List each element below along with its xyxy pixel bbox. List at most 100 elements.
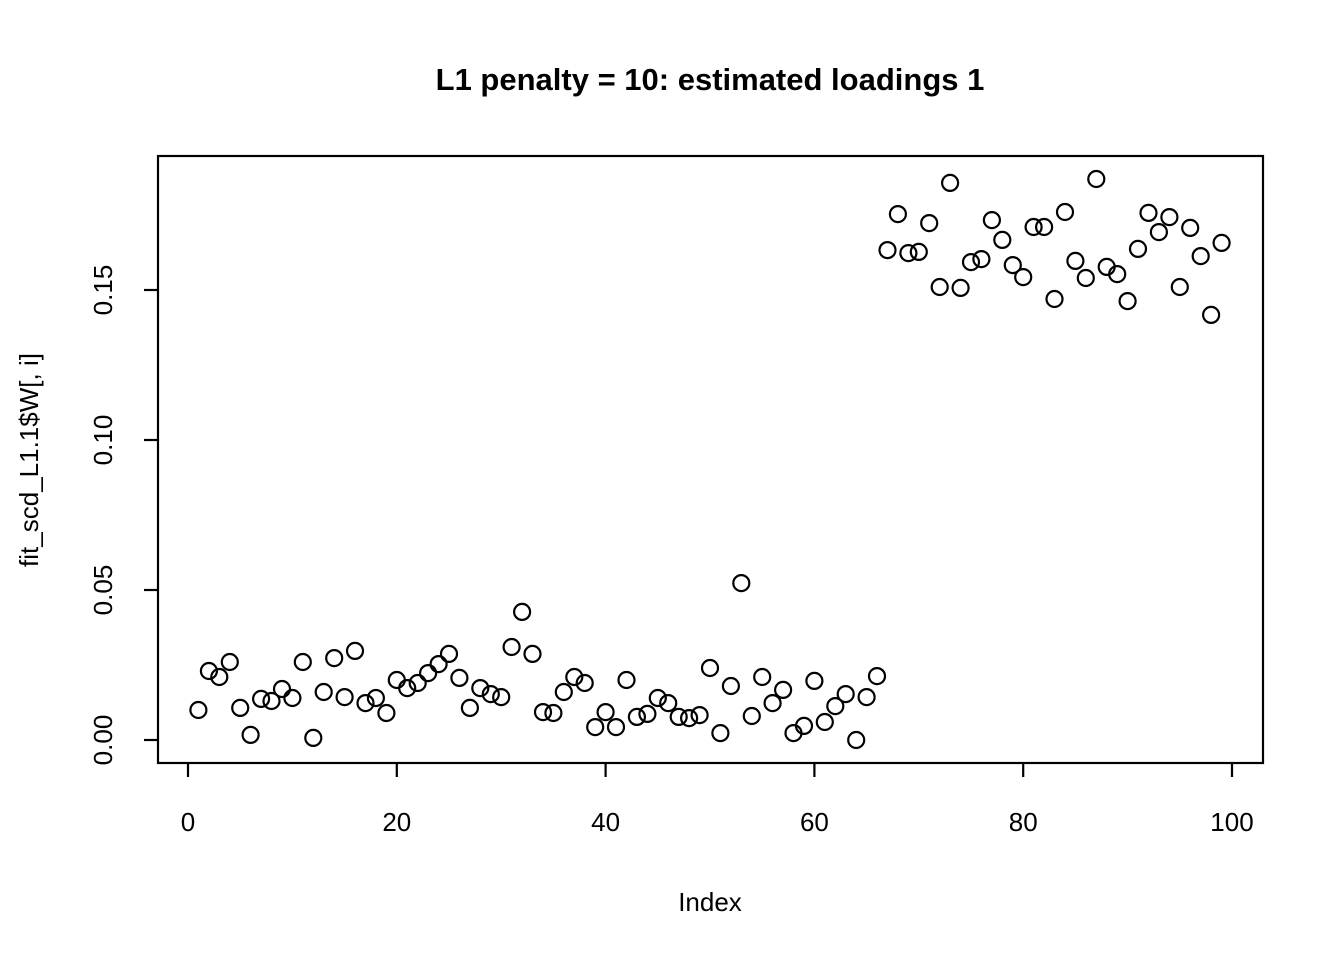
data-point (377, 703, 396, 723)
data-point (314, 682, 333, 702)
x-tick-label: 60 (800, 807, 829, 837)
x-tick-label: 80 (1009, 807, 1038, 837)
data-point (387, 670, 406, 690)
x-axis-label: Index (678, 887, 742, 917)
data-point (773, 680, 793, 700)
data-point (669, 707, 688, 727)
data-point (272, 679, 292, 699)
data-point (930, 277, 949, 297)
data-point (857, 687, 876, 707)
data-point (711, 723, 730, 743)
data-point (460, 698, 479, 718)
data-point (993, 230, 1012, 249)
data-point (241, 725, 260, 745)
data-point (1024, 217, 1043, 237)
data-point (523, 644, 542, 664)
data-point (596, 702, 615, 722)
data-point (1128, 239, 1148, 258)
data-point (283, 688, 302, 708)
x-tick-label: 40 (591, 807, 620, 837)
data-point (732, 573, 751, 593)
data-point (429, 654, 448, 674)
data-point (1149, 223, 1169, 242)
data-point (742, 706, 761, 726)
data-point (366, 688, 385, 708)
data-point (471, 678, 490, 698)
data-point (512, 602, 532, 622)
data-point (262, 691, 281, 711)
data-point (439, 644, 459, 664)
data-point (951, 278, 970, 297)
data-point (606, 717, 626, 737)
data-point (325, 648, 344, 668)
data-point (231, 698, 250, 718)
data-point (1108, 265, 1127, 284)
data-point (335, 687, 354, 707)
data-point (617, 670, 636, 690)
y-axis-label: fit_scd_L1.1$W[, i] (14, 353, 44, 567)
data-point (252, 689, 271, 709)
data-point (199, 661, 218, 681)
x-tick-label: 0 (181, 807, 195, 837)
y-tick-label: 0.00 (88, 715, 118, 766)
data-point (1212, 233, 1231, 252)
data-point (1003, 256, 1022, 275)
data-point (1170, 277, 1189, 297)
data-point (398, 678, 417, 698)
data-point (972, 250, 991, 269)
y-tick-label: 0.05 (88, 565, 118, 616)
data-point (826, 696, 845, 716)
data-point (627, 707, 647, 727)
data-point (961, 253, 981, 272)
data-point (847, 730, 866, 750)
data-point (805, 671, 824, 691)
data-point (293, 652, 312, 672)
data-point (220, 652, 239, 672)
data-point (920, 214, 939, 233)
data-point (700, 658, 720, 678)
data-point (1191, 247, 1210, 266)
y-tick-label: 0.10 (88, 415, 118, 466)
data-point (867, 666, 887, 686)
data-point (1066, 251, 1085, 270)
data-point (878, 241, 897, 260)
data-point (492, 687, 511, 707)
data-point (909, 242, 928, 261)
data-point (1181, 218, 1200, 237)
data-point (1139, 203, 1158, 222)
data-point (940, 173, 960, 192)
data-point (753, 667, 772, 687)
data-point (419, 663, 438, 683)
data-point (1118, 292, 1137, 311)
data-point (679, 708, 699, 728)
data-point (210, 667, 229, 687)
data-point (502, 637, 521, 657)
data-point (304, 728, 323, 748)
data-point (189, 700, 208, 720)
data-point (1034, 217, 1054, 237)
data-point (408, 673, 427, 693)
x-tick-label: 20 (382, 807, 411, 837)
data-point (659, 693, 678, 713)
data-point (690, 705, 709, 725)
data-point (899, 244, 918, 263)
y-axis-ticks: 0.00 0.05 0.10 0.15 (88, 265, 158, 766)
data-point (544, 703, 563, 723)
data-point (554, 682, 573, 702)
data-point (763, 693, 782, 713)
data-point (575, 673, 594, 693)
plot-box (156, 154, 1265, 765)
data-point (1087, 169, 1106, 189)
data-point (648, 688, 667, 708)
data-point (836, 684, 855, 704)
data-point (794, 716, 814, 736)
data-point (815, 712, 834, 732)
data-point (345, 641, 365, 661)
data-point (356, 693, 375, 713)
data-point (982, 211, 1002, 230)
data-point (1076, 268, 1095, 288)
data-points (189, 169, 1231, 750)
data-point (565, 667, 584, 687)
y-tick-label: 0.15 (88, 265, 118, 316)
